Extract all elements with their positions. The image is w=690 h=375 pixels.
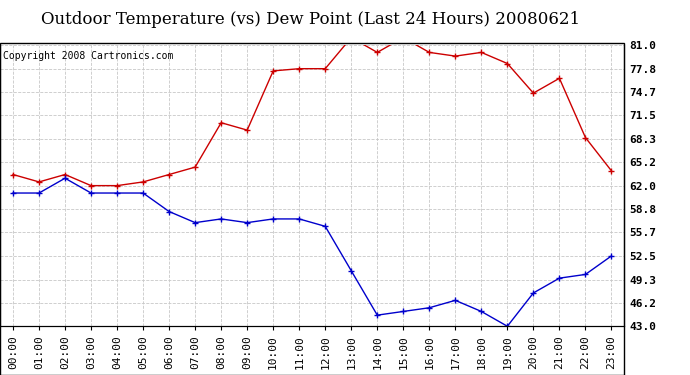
Text: Outdoor Temperature (vs) Dew Point (Last 24 Hours) 20080621: Outdoor Temperature (vs) Dew Point (Last…: [41, 11, 580, 28]
Text: Copyright 2008 Cartronics.com: Copyright 2008 Cartronics.com: [3, 51, 173, 61]
